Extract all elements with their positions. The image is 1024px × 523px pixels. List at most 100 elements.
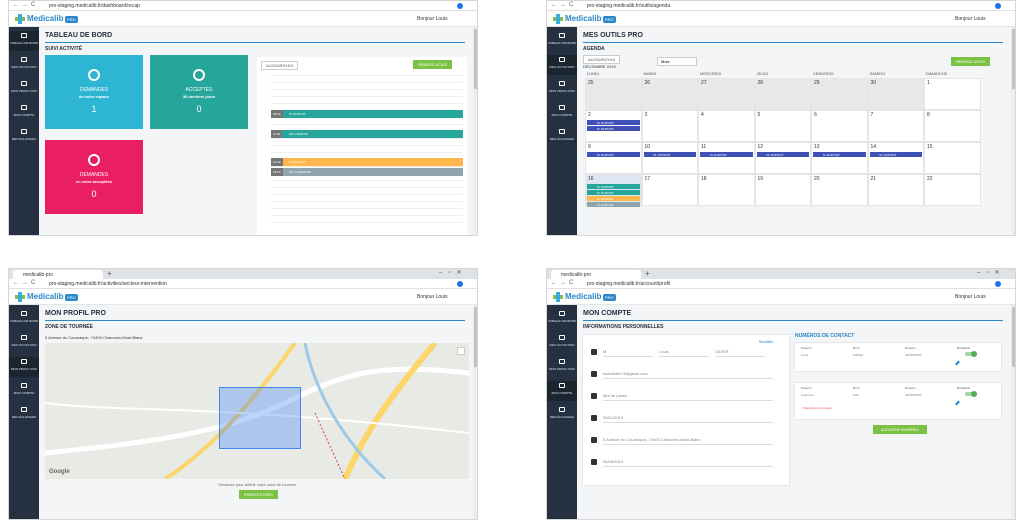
new-tab[interactable]: + xyxy=(645,269,650,278)
save-button[interactable]: ENREGISTRER xyxy=(239,490,278,499)
sidebar-icon[interactable] xyxy=(559,33,565,38)
profile-dot[interactable] xyxy=(457,3,463,9)
calendar-event[interactable] xyxy=(756,152,809,157)
nav-buttons[interactable]: ←→C xyxy=(13,280,39,286)
url[interactable]: pro-staging.medicalib.fr/activities/sect… xyxy=(49,281,167,287)
user-greeting[interactable]: Bonjour Louis xyxy=(955,294,986,300)
sidebar-icon[interactable] xyxy=(559,383,565,388)
calendar-event[interactable] xyxy=(869,152,922,157)
sidebar-icon[interactable] xyxy=(21,335,27,340)
browser-tab[interactable]: medicalib-pro xyxy=(13,270,103,279)
contact-col: Prénom xyxy=(801,346,812,350)
sidebar-item[interactable]: MES ÉCHANGES xyxy=(11,415,37,419)
toggle-knob[interactable] xyxy=(971,351,977,357)
sidebar-item[interactable]: MES OUTILS PRO xyxy=(549,343,575,347)
sidebar-icon[interactable] xyxy=(559,359,565,364)
sidebar-icon[interactable] xyxy=(559,57,565,62)
sidebar-item[interactable]: MES OUTILS PRO xyxy=(549,65,575,69)
weekday: JEUDI xyxy=(756,71,769,76)
sidebar-item[interactable]: MON COMPTE xyxy=(551,113,573,117)
calendar-event[interactable] xyxy=(587,184,640,189)
toggle[interactable] xyxy=(965,352,975,356)
toggle[interactable] xyxy=(965,392,975,396)
sidebar-item[interactable]: MON COMPTE xyxy=(13,113,35,117)
event-label: Mme LEGRAND xyxy=(289,170,312,174)
sidebar-item[interactable]: MES OUTILS PRO xyxy=(11,343,37,347)
sidebar-item[interactable]: MES ÉCHANGES xyxy=(549,415,575,419)
sidebar-item[interactable]: TABLEAU DE BORD xyxy=(548,41,576,45)
sidebar-item[interactable]: MON PROFIL PRO xyxy=(549,367,575,371)
sidebar-icon[interactable] xyxy=(21,105,27,110)
calendar-event[interactable] xyxy=(587,196,640,201)
brand: Medicalib xyxy=(565,14,602,23)
add-button[interactable]: RENDEZ-VOUS xyxy=(951,57,991,66)
user-greeting[interactable]: Bonjour Louis xyxy=(955,16,986,22)
toggle-knob[interactable] xyxy=(971,391,977,397)
browser-tab[interactable]: medicalib-pro xyxy=(551,270,641,279)
nav-buttons[interactable]: ←→C xyxy=(13,2,39,8)
sidebar-icon[interactable] xyxy=(21,129,27,134)
sidebar-item[interactable]: MES ÉCHANGES xyxy=(549,137,575,141)
event-label: M. DUPONT xyxy=(597,197,614,201)
day-cell xyxy=(924,110,981,142)
sidebar-icon[interactable] xyxy=(21,407,27,412)
view-select[interactable]: Mois xyxy=(657,57,697,66)
url[interactable]: pro-staging.medicalib.fr/account/profil xyxy=(587,281,671,287)
sidebar-item[interactable]: TABLEAU DE BORD xyxy=(548,319,576,323)
profile-dot[interactable] xyxy=(995,281,1001,287)
delete-link[interactable]: Supprimer ce numéro xyxy=(803,406,832,410)
calendar-event[interactable] xyxy=(700,152,753,157)
sidebar-icon[interactable] xyxy=(559,311,565,316)
sidebar-icon[interactable] xyxy=(21,311,27,316)
today-button[interactable]: AUJOURD'HUI xyxy=(261,61,298,70)
calendar-event[interactable] xyxy=(587,152,640,157)
event-label: M. DUPONT xyxy=(597,185,614,189)
day-number: 2 xyxy=(588,112,591,118)
sidebar-item[interactable]: MON PROFIL PRO xyxy=(11,367,37,371)
calendar-event[interactable] xyxy=(587,120,640,125)
calendar-event[interactable] xyxy=(813,152,866,157)
sidebar-item[interactable]: TABLEAU DE BORD xyxy=(10,319,38,323)
sidebar-icon[interactable] xyxy=(21,81,27,86)
url[interactable]: pro-staging.medicalib.fr/outils/agenda xyxy=(587,3,671,9)
zone-polygon[interactable] xyxy=(219,387,301,449)
today-button[interactable]: AUJOURD'HUI xyxy=(583,55,620,64)
fullscreen[interactable] xyxy=(457,347,465,355)
calendar-event[interactable] xyxy=(643,152,696,157)
sidebar-icon[interactable] xyxy=(559,129,565,134)
sidebar-item[interactable]: MON PROFIL PRO xyxy=(549,89,575,93)
sidebar-icon[interactable] xyxy=(559,81,565,86)
sidebar-icon[interactable] xyxy=(559,105,565,110)
profile-dot[interactable] xyxy=(995,3,1001,9)
sidebar-icon[interactable] xyxy=(21,359,27,364)
profile-dot[interactable] xyxy=(457,281,463,287)
sidebar-icon[interactable] xyxy=(21,33,27,38)
user-greeting[interactable]: Bonjour Louis xyxy=(417,16,448,22)
add-button[interactable]: RENDEZ-VOUS xyxy=(413,60,453,69)
hour-line xyxy=(271,82,463,83)
day-number: 19 xyxy=(757,176,764,182)
badge: PRO xyxy=(603,294,616,301)
calendar-event[interactable] xyxy=(587,126,640,131)
sidebar-icon[interactable] xyxy=(21,57,27,62)
sidebar-item[interactable]: MON COMPTE xyxy=(551,391,573,395)
edit-link[interactable]: Modifier xyxy=(759,339,774,344)
calendar-event[interactable] xyxy=(587,202,640,207)
url[interactable]: pro-staging.medicalib.fr/dashboard/recap xyxy=(49,3,140,9)
sidebar-item[interactable]: MES OUTILS PRO xyxy=(11,65,37,69)
sidebar-icon[interactable] xyxy=(559,407,565,412)
user-greeting[interactable]: Bonjour Louis xyxy=(417,294,448,300)
nav-buttons[interactable]: ←→C xyxy=(551,280,577,286)
calendar-event[interactable] xyxy=(587,190,640,195)
add-button[interactable]: AJOUTER NUMÉRO xyxy=(873,425,927,434)
nav-buttons[interactable]: ←→C xyxy=(551,2,577,8)
sidebar-item[interactable]: MES ÉCHANGES xyxy=(11,137,37,141)
new-tab[interactable]: + xyxy=(107,269,112,278)
event-time: 15:00 xyxy=(271,168,283,176)
sidebar-icon[interactable] xyxy=(21,383,27,388)
sidebar-icon[interactable] xyxy=(559,335,565,340)
event-label: M. DUPONT xyxy=(289,160,306,164)
sidebar-item[interactable]: TABLEAU DE BORD xyxy=(10,41,38,45)
sidebar-item[interactable]: MON COMPTE xyxy=(13,391,35,395)
sidebar-item[interactable]: MON PROFIL PRO xyxy=(11,89,37,93)
